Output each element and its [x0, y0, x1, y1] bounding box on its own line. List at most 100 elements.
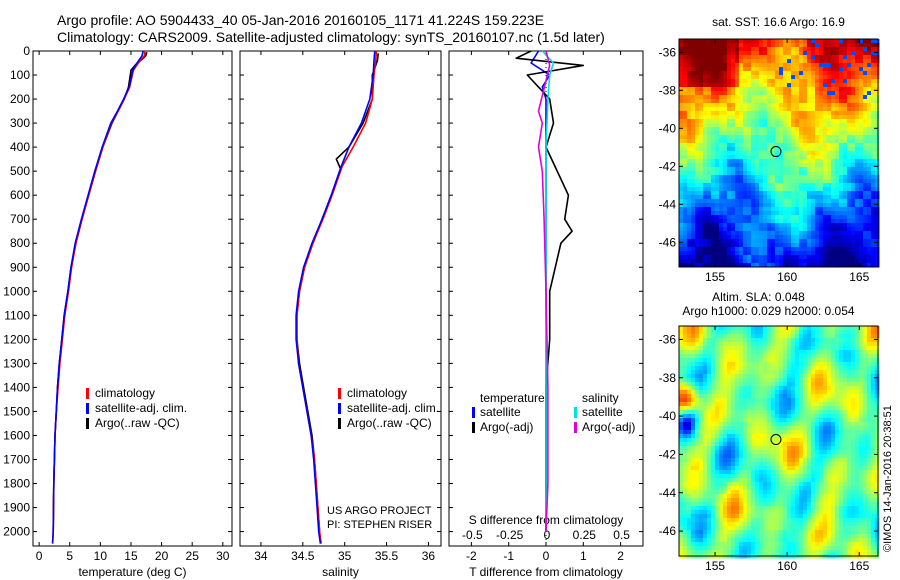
map-cell: [811, 115, 816, 120]
y-tick-label: 1100: [4, 308, 30, 322]
map-cell: [743, 442, 748, 447]
map-cell: [851, 215, 856, 220]
map-cell: [807, 394, 812, 399]
map-cell: [871, 223, 876, 228]
map-cell: [847, 438, 852, 443]
map-cell: [687, 458, 692, 463]
map-cell: [783, 167, 788, 172]
map-cell: [687, 382, 692, 387]
map-cell: [711, 326, 716, 331]
map-cell: [759, 95, 764, 100]
map-cell: [819, 167, 824, 172]
map-cell: [787, 91, 792, 96]
map-cell: [863, 430, 868, 435]
map-cell: [755, 350, 760, 355]
map-cell: [679, 239, 684, 244]
map-cell: [763, 450, 768, 455]
map-cell: [743, 67, 748, 72]
map-cell: [819, 227, 824, 232]
map-cell: [835, 79, 840, 84]
map-cell: [727, 215, 732, 220]
map-cell: [875, 39, 880, 44]
map-cell: [755, 342, 760, 347]
map-cell: [835, 219, 840, 224]
map-cell: [707, 255, 712, 260]
map-cell: [839, 171, 844, 176]
map-cell: [759, 119, 764, 124]
map-cell: [831, 179, 836, 184]
map-cell: [843, 175, 848, 180]
map-cell: [775, 215, 780, 220]
map-cell: [699, 446, 704, 451]
map-cell: [823, 159, 828, 164]
map-cell: [683, 67, 688, 72]
series-line-difference-salinity-argo-adj-: [537, 50, 551, 532]
map-cell: [823, 358, 828, 363]
map-cell: [779, 155, 784, 160]
map-cell: [711, 187, 716, 192]
map-cell: [859, 350, 864, 355]
map-cell: [875, 255, 880, 260]
map-cell: [747, 326, 752, 331]
map-cell: [711, 231, 716, 236]
map-cell: [743, 119, 748, 124]
map-cell: [731, 75, 736, 80]
map-cell: [847, 366, 852, 371]
map-cell: [859, 107, 864, 112]
map-cell: [767, 191, 772, 196]
map-cell: [691, 255, 696, 260]
map-cell: [819, 402, 824, 407]
map-cell: [787, 207, 792, 212]
map-cell: [735, 426, 740, 431]
map-cell: [703, 426, 708, 431]
map-cell: [731, 139, 736, 144]
map-cell: [807, 243, 812, 248]
legend-label: satellite: [480, 405, 521, 419]
map-cell: [799, 59, 804, 64]
map-cell: [859, 47, 864, 52]
map-cell: [755, 143, 760, 148]
map-cell: [679, 227, 684, 232]
map-cell: [831, 366, 836, 371]
map-cell: [679, 406, 684, 411]
map-cell: [823, 95, 828, 100]
map-cell: [735, 127, 740, 132]
map-cell: [859, 163, 864, 168]
map-cell: [695, 334, 700, 339]
map-cell: [803, 386, 808, 391]
map-cell: [743, 402, 748, 407]
map-cell: [807, 231, 812, 236]
map-cell: [867, 71, 872, 76]
map-cell: [711, 418, 716, 423]
map-cell: [731, 239, 736, 244]
map-cell: [771, 219, 776, 224]
map-cell: [723, 163, 728, 168]
map-cell: [767, 219, 772, 224]
map-cell: [679, 378, 684, 383]
map-cell: [691, 362, 696, 367]
map-cell: [695, 251, 700, 256]
map-cell: [847, 175, 852, 180]
map-cell: [783, 139, 788, 144]
map-cell: [787, 171, 792, 176]
map-cell: [735, 167, 740, 172]
map-cell: [791, 191, 796, 196]
map-cell: [839, 155, 844, 160]
map-cell: [799, 235, 804, 240]
map-cell: [703, 115, 708, 120]
map-cell: [755, 450, 760, 455]
map-cell: [851, 115, 856, 120]
map-cell: [803, 446, 808, 451]
map-cell: [723, 167, 728, 172]
map-cell: [867, 219, 872, 224]
map-cell: [679, 426, 684, 431]
map-cell: [843, 99, 848, 104]
map-cell: [711, 414, 716, 419]
map-cell: [863, 119, 868, 124]
map-cell: [871, 406, 876, 411]
map-cell: [783, 430, 788, 435]
map-cell: [779, 227, 784, 232]
map-cell: [867, 247, 872, 252]
map-cell: [827, 243, 832, 248]
map-cell: [791, 426, 796, 431]
